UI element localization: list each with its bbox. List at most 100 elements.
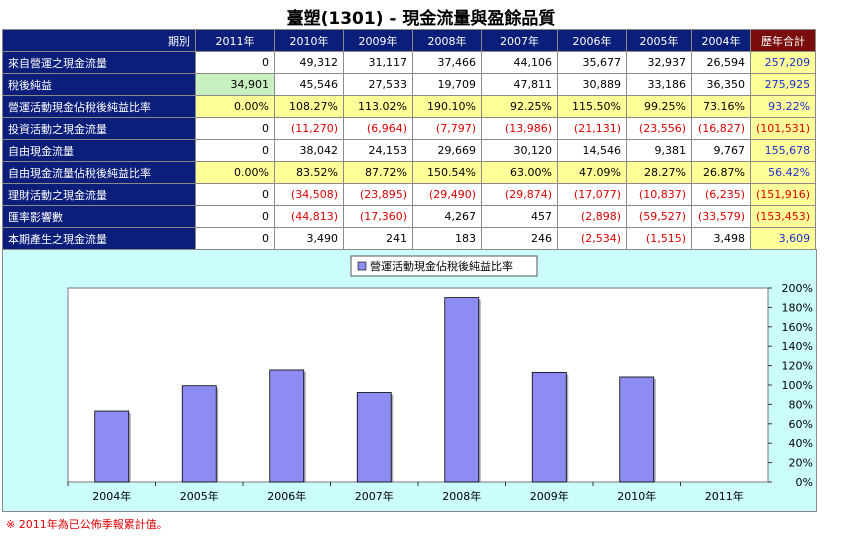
y-tick-label: 100% [782,379,813,392]
table-cell: (29,490) [412,183,482,206]
table-cell: (44,813) [274,205,344,228]
table-cell: (2,898) [557,205,627,228]
ratio-bar-chart: 營運活動現金佔稅後純益比率 0% 20% 40% 60% 80% 100% 120% 140% 1… [67,255,813,503]
table-header-row: 期別 2011年 2010年 2009年 2008年 2007年 2006年 2… [2,29,817,52]
chart-area: 營運活動現金佔稅後純益比率 0% 20% 40% 60% 80% 100% 120% 140% 1… [2,249,817,512]
table-cell: 32,937 [626,51,692,74]
table-cell: 0.00% [195,161,275,184]
total-cell: 257,209 [749,51,817,74]
y-tick-label: 120% [782,360,813,373]
table-cell: 0 [195,117,275,140]
row-label: 匯率影響數 [2,205,196,228]
row-label: 營運活動現金佔稅後純益比率 [2,95,196,118]
plot-area [67,287,769,483]
row-label: 稅後純益 [2,73,196,96]
table-cell: 37,466 [412,51,482,74]
y-tick-label: 80% [789,398,813,411]
table-row: 自由現金流量佔稅後純益比率 0.00% 83.52% 87.72% 150.54% 63.… [2,161,817,184]
table-cell: 24,153 [343,139,413,162]
total-cell: 155,678 [749,139,817,162]
table-cell: (7,797) [412,117,482,140]
table-cell: 150.54% [412,161,482,184]
period-header: 期別 [2,29,196,52]
table-cell: 183 [412,227,482,250]
table-cell: 0 [195,227,275,250]
table-cell: (21,131) [557,117,627,140]
column-header: 2005年 [626,29,692,52]
table-cell: 26,594 [691,51,751,74]
table-cell: 3,498 [691,227,751,250]
table-cell: (29,874) [481,183,558,206]
table-cell: (33,579) [691,205,751,228]
table-cell: 0 [195,205,275,228]
y-tick-label: 180% [782,301,813,314]
table-cell: (23,556) [626,117,692,140]
table-cell: 45,546 [274,73,344,96]
table-row: 匯率影響數 0 (44,813) (17,360) 4,267 457 (2,898) (59… [2,205,817,228]
table-cell: 30,889 [557,73,627,96]
x-tick-label: 2008年 [442,489,481,503]
table-cell: (6,964) [343,117,413,140]
table-cell: 33,186 [626,73,692,96]
table-cell: (6,235) [691,183,751,206]
chart-legend [350,255,538,277]
y-tick-label: 0% [796,476,813,489]
table-cell: (11,270) [274,117,344,140]
bar [94,410,130,483]
footnote: ※ 2011年為已公佈季報累計值。 [6,518,168,531]
table-cell: 49,312 [274,51,344,74]
column-header: 2007年 [481,29,558,52]
column-header: 2006年 [557,29,627,52]
column-header: 2004年 [691,29,751,52]
y-tick-label: 40% [789,437,813,450]
table-row: 本期產生之現金流量 0 3,490 241 183 246 (2,534) (1,515) 3,… [2,227,817,250]
page-title: 臺塑(1301) - 現金流量與盈餘品質 [286,9,556,29]
table-cell: 92.25% [481,95,558,118]
bar [181,385,217,483]
y-tick-label: 60% [789,418,813,431]
table-cell: 0 [195,51,275,74]
table-cell: 27,533 [343,73,413,96]
row-label: 投資活動之現金流量 [2,117,196,140]
table-cell: 108.27% [274,95,344,118]
y-tick-label: 200% [782,282,813,295]
table-row: 投資活動之現金流量 0 (11,270) (6,964) (7,797) (13,986)… [2,117,817,140]
table-cell: 0.00% [195,95,275,118]
table-cell: 14,546 [557,139,627,162]
x-tick-label: 2009年 [530,489,569,503]
table-cell: 190.10% [412,95,482,118]
row-label: 理財活動之現金流量 [2,183,196,206]
table-cell: (13,986) [481,117,558,140]
table-cell: (2,534) [557,227,627,250]
x-tick-label: 2004年 [92,489,131,503]
x-tick-label: 2005年 [180,489,219,503]
table-cell: (23,895) [343,183,413,206]
table-cell: (10,837) [626,183,692,206]
bar [356,392,392,483]
table-cell: 47,811 [481,73,558,96]
legend-swatch [357,261,367,271]
table-cell: 3,490 [274,227,344,250]
table-cell: 9,381 [626,139,692,162]
table-cell: 73.16% [691,95,751,118]
total-cell: 3,609 [749,227,817,250]
table-cell: 99.25% [626,95,692,118]
table-cell: 115.50% [557,95,627,118]
table-cell: 113.02% [343,95,413,118]
total-cell: 93.22% [749,95,817,118]
table-cell: 26.87% [691,161,751,184]
cashflow-table: 期別 2011年 2010年 2009年 2008年 2007年 2006年 2… [2,29,817,250]
table-cell: 44,106 [481,51,558,74]
row-label: 來自營運之現金流量 [2,51,196,74]
column-header: 2009年 [343,29,413,52]
table-cell: 0 [195,183,275,206]
table-cell: 4,267 [412,205,482,228]
x-tick-label: 2007年 [355,489,394,503]
row-label: 自由現金流量佔稅後純益比率 [2,161,196,184]
table-cell: 29,669 [412,139,482,162]
table-row: 自由現金流量 0 38,042 24,153 29,669 30,120 14,546 9,3… [2,139,817,162]
table-cell: (17,360) [343,205,413,228]
table-cell: 28.27% [626,161,692,184]
x-tick-label: 2011年 [705,489,744,503]
table-cell: 36,350 [691,73,751,96]
